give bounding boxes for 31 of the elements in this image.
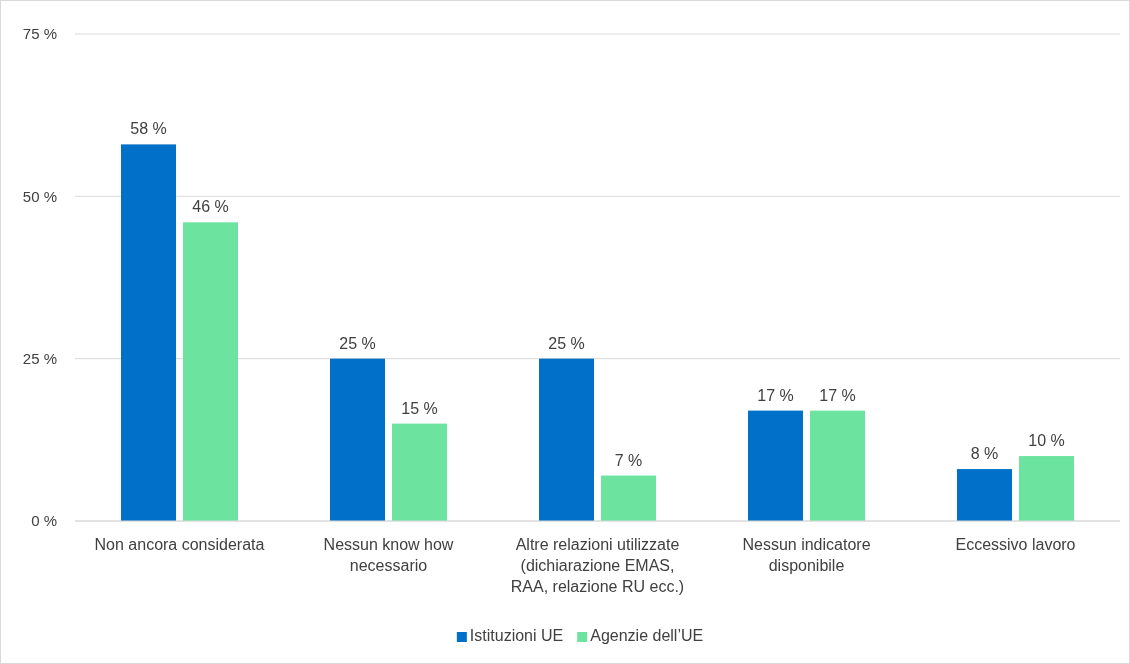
y-tick-label: 25 % — [22, 349, 57, 367]
y-tick-label: 50 % — [22, 187, 57, 205]
data-label: 58 % — [130, 120, 167, 138]
bar — [1019, 456, 1074, 521]
y-tick-label: 75 % — [22, 25, 57, 43]
data-label: 8 % — [970, 445, 999, 463]
data-label: 46 % — [192, 198, 229, 216]
data-label: 10 % — [1028, 432, 1065, 450]
data-label: 17 % — [819, 386, 856, 404]
data-label: 25 % — [548, 334, 585, 352]
data-label: 7 % — [614, 451, 643, 469]
bar — [539, 358, 594, 521]
data-label: 17 % — [757, 386, 794, 404]
x-tick-label: Altre relazioni utilizzate (dichiarazione EMAS, RAA, relazione RU ecc.) — [510, 536, 685, 595]
bar — [392, 423, 447, 521]
bar — [121, 144, 176, 521]
x-tick-label: Eccessivo lavoro — [955, 536, 1076, 553]
bar — [330, 358, 385, 521]
y-tick-label: 0 % — [31, 512, 57, 530]
data-label: 25 % — [339, 334, 376, 352]
bar — [748, 410, 803, 521]
bar — [183, 222, 238, 521]
x-tick-label: Nessun know how necessario — [323, 536, 454, 574]
legend-label: Istituzioni UE — [469, 627, 564, 644]
bar — [601, 475, 656, 521]
legend-label: Agenzie dell’UE — [590, 627, 704, 644]
x-tick-label: Nessun indicatore disponibile — [742, 536, 871, 574]
data-label: 15 % — [401, 399, 438, 417]
x-tick-label: Non ancora considerata — [94, 536, 265, 553]
bar — [810, 410, 865, 521]
bar — [957, 469, 1012, 521]
